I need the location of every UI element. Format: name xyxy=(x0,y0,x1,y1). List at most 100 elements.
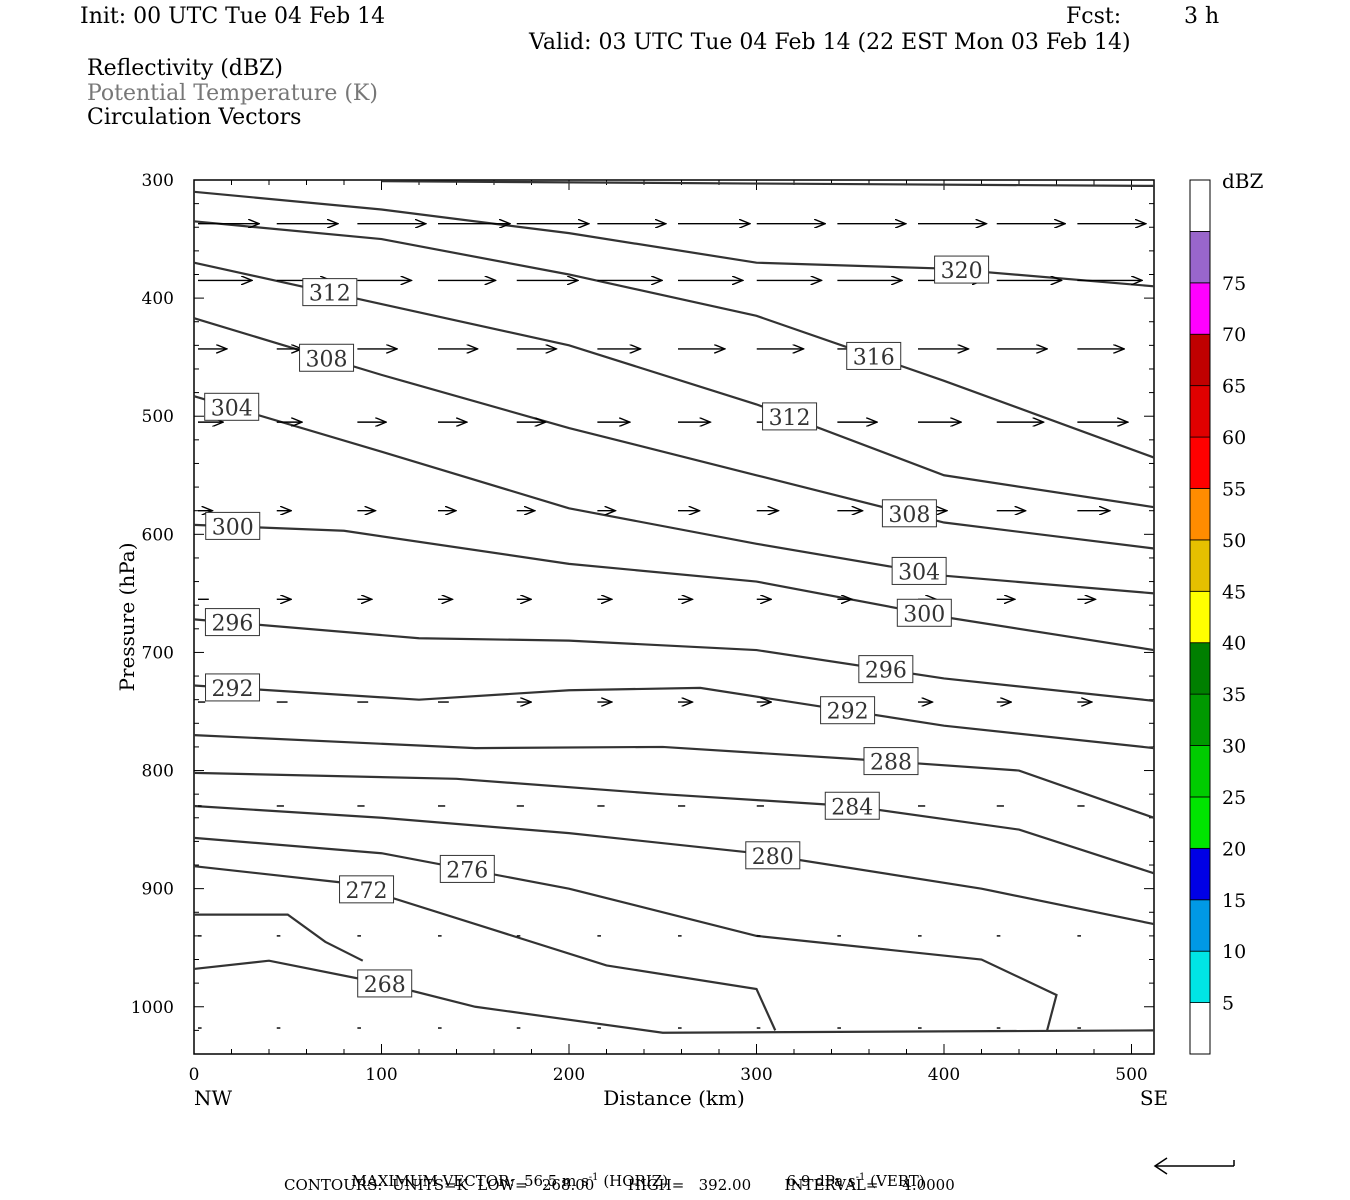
contour-label: 284 xyxy=(831,795,873,820)
y-tick-label: 300 xyxy=(142,171,174,191)
contour-label: 304 xyxy=(211,396,253,421)
contour-label-box xyxy=(204,608,260,637)
colorbar-label: 35 xyxy=(1222,684,1246,706)
contour-label-box xyxy=(858,655,914,684)
theta-contours xyxy=(193,180,1155,1034)
horiz-exp: -1 xyxy=(588,1172,599,1183)
x-tick-label: 500 xyxy=(1115,1065,1147,1085)
init-time: Init: 00 UTC Tue 04 Feb 14 xyxy=(80,4,386,29)
y-tick-label: 600 xyxy=(142,525,174,545)
colorbar-label: 75 xyxy=(1222,273,1246,295)
contour-line xyxy=(193,771,1155,875)
contour-label-box xyxy=(439,854,495,883)
y-tick-label: 500 xyxy=(142,407,174,427)
colorbar-label: 20 xyxy=(1222,838,1246,860)
horiz-value: 56.5 m s xyxy=(523,1172,589,1190)
y-tick-label: 1000 xyxy=(131,998,174,1018)
contour-label: 292 xyxy=(212,677,254,702)
contour-label: 312 xyxy=(769,406,811,431)
contour-label-box xyxy=(896,598,952,627)
contour-label: 300 xyxy=(212,515,254,540)
vert-tag: (VERT) xyxy=(870,1172,925,1190)
axis-ticks xyxy=(193,179,1154,1055)
colorbar-label: 50 xyxy=(1222,530,1246,552)
colorbar-label: 65 xyxy=(1222,376,1246,398)
colorbar-label: 30 xyxy=(1222,736,1246,758)
colorbar-label: 10 xyxy=(1222,941,1246,963)
contour-label: 296 xyxy=(211,612,253,637)
contour-label-box xyxy=(863,747,919,776)
colorbar-bin xyxy=(1189,745,1211,798)
y-tick-label: 400 xyxy=(142,289,174,309)
contour-label-box xyxy=(745,841,801,870)
colorbar-bin xyxy=(1189,796,1211,849)
y-tick-label: 700 xyxy=(142,643,174,663)
contour-label-box xyxy=(824,791,880,820)
colorbar-bin xyxy=(1189,436,1211,489)
contour-label-box xyxy=(204,392,260,421)
contour-label-box xyxy=(934,255,990,284)
colorbar-bin xyxy=(1189,179,1211,232)
contour-label-box xyxy=(205,511,261,540)
contour-line xyxy=(381,180,1155,188)
contour-label: 312 xyxy=(309,282,351,307)
contour-labels: 320 316 312 312 308 308 304 304 300 300 296 296 292 2… xyxy=(204,255,990,998)
colorbar-bin xyxy=(1189,231,1211,284)
valid-time: Valid: 03 UTC Tue 04 Feb 14 (22 EST Mon … xyxy=(529,30,1131,55)
contour-label: 272 xyxy=(346,879,388,904)
colorbar-bin xyxy=(1189,590,1211,644)
x-end-label-right: SE xyxy=(1140,1086,1168,1110)
contour-label-box xyxy=(357,969,413,998)
contour-line xyxy=(193,959,1155,1034)
contour-label-box xyxy=(205,673,261,702)
colorbar-bin xyxy=(1189,693,1211,746)
fcst-value: 3 h xyxy=(1184,4,1220,29)
colorbar-bin xyxy=(1189,488,1211,541)
contour-label-box xyxy=(820,696,876,725)
x-end-label-left: NW xyxy=(194,1086,233,1110)
contour-line xyxy=(194,913,364,962)
x-axis-title: Distance (km) xyxy=(603,1086,745,1110)
y-tick-label: 800 xyxy=(142,762,174,782)
contour-label: 288 xyxy=(870,751,912,776)
contour-label: 308 xyxy=(888,503,930,528)
contour-line xyxy=(193,523,1155,652)
colorbar-label: 40 xyxy=(1222,633,1246,655)
colorbar-bin xyxy=(1189,899,1211,952)
field-reflectivity: Reflectivity (dBZ) xyxy=(87,56,283,81)
colorbar-bin xyxy=(1189,333,1211,387)
colorbar-bin xyxy=(1189,1002,1211,1055)
contour-label: 292 xyxy=(827,700,869,725)
contour-line xyxy=(193,804,1155,926)
contour-label: 280 xyxy=(752,845,794,870)
colorbar-label: 45 xyxy=(1222,581,1246,603)
contour-line xyxy=(193,865,777,1031)
contour-line xyxy=(193,190,1155,288)
contour-label-box xyxy=(846,341,902,370)
contour-label: 276 xyxy=(446,858,488,883)
contour-label-box xyxy=(881,499,937,528)
colorbar-unit: dBZ xyxy=(1222,169,1264,193)
colorbar-bin xyxy=(1189,642,1211,695)
x-tick-label: 100 xyxy=(365,1065,397,1085)
contour-line xyxy=(193,836,1058,1031)
plot-frame xyxy=(193,179,1155,1055)
contour-label: 296 xyxy=(865,659,907,684)
fcst-label: Fcst: xyxy=(1066,4,1122,29)
colorbar-bin xyxy=(1189,385,1211,438)
field-potential-temperature: Potential Temperature (K) xyxy=(87,81,378,106)
contour-label: 268 xyxy=(364,973,406,998)
horiz-tag: (HORIZ) xyxy=(603,1172,669,1190)
colorbar-label: 55 xyxy=(1222,478,1246,500)
max-vector-vert: 6.9 dPa s-1 (VERT) xyxy=(777,1158,925,1189)
reference-vector-arrow xyxy=(1153,1157,1235,1175)
colorbar-label: 25 xyxy=(1222,787,1246,809)
colorbar-bin xyxy=(1189,282,1211,335)
contour-line xyxy=(193,220,1155,459)
contour-label: 300 xyxy=(903,602,945,627)
contour-label-box xyxy=(339,875,395,904)
field-circulation-vectors: Circulation Vectors xyxy=(87,105,302,130)
max-vector-label: MAXIMUM VECTOR: xyxy=(351,1172,515,1190)
contours-info: CONTOURS: UNITS=K LOW= 268.00 HIGH= 392.… xyxy=(284,1176,955,1194)
